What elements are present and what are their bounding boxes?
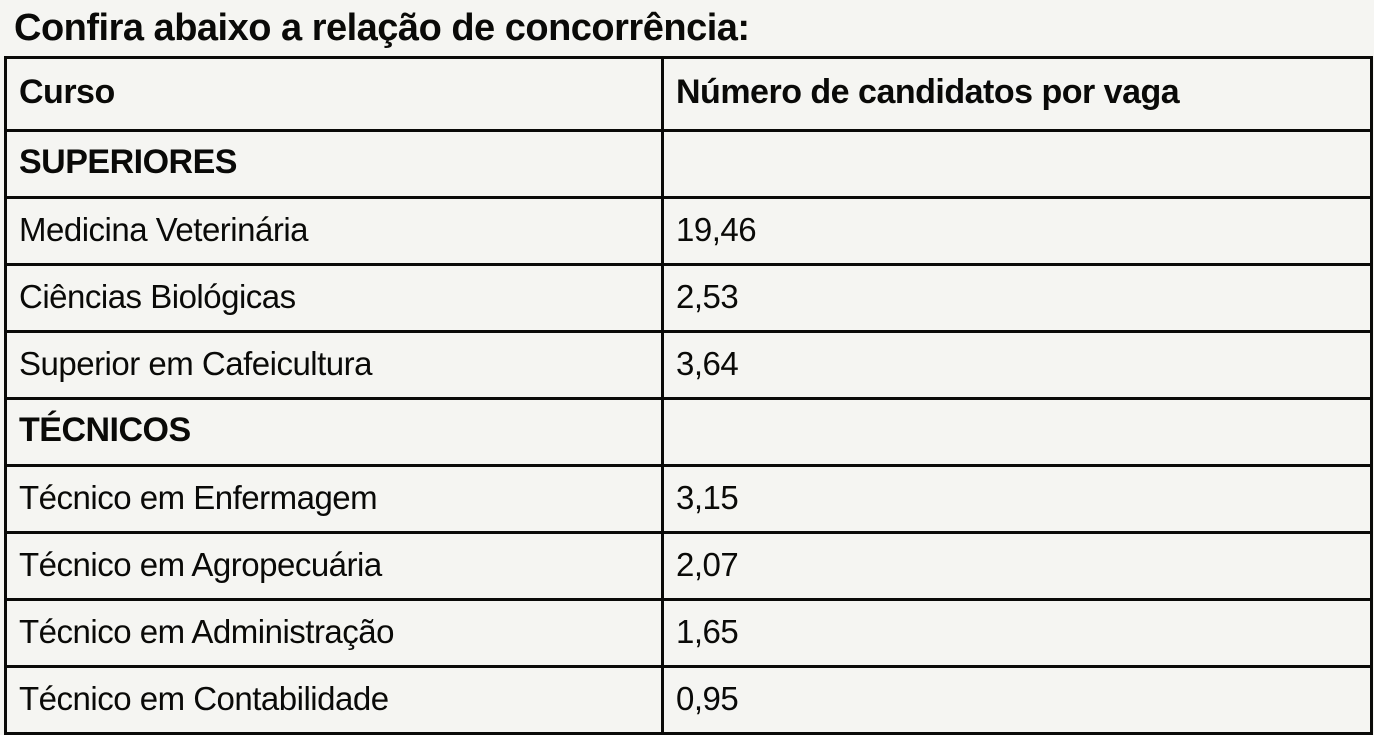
header-curso: Curso [4,55,664,132]
course-ratio: 2,53 [661,262,1373,333]
table-row: Técnico em Enfermagem 3,15 [4,463,1373,534]
course-ratio: 3,64 [661,329,1373,400]
table-row: Técnico em Agropecuária 2,07 [4,530,1373,601]
table-row: Técnico em Administração 1,65 [4,597,1373,668]
course-ratio: 19,46 [661,195,1373,266]
table-row: Superior em Cafeicultura 3,64 [4,329,1373,400]
section-label: SUPERIORES [4,128,664,199]
page: Confira abaixo a relação de concorrência… [4,7,1373,735]
course-ratio: 3,15 [661,463,1373,534]
course-ratio: 0,95 [661,664,1373,735]
table-section-row: TÉCNICOS [4,396,1373,467]
course-name: Superior em Cafeicultura [4,329,664,400]
course-name: Técnico em Enfermagem [4,463,664,534]
course-name: Técnico em Agropecuária [4,530,664,601]
course-name: Técnico em Administração [4,597,664,668]
page-title: Confira abaixo a relação de concorrência… [14,7,750,49]
table-row: Medicina Veterinária 19,46 [4,195,1373,266]
course-ratio: 1,65 [661,597,1373,668]
table-row: Ciências Biológicas 2,53 [4,262,1373,333]
section-label: TÉCNICOS [4,396,664,467]
section-value-empty [661,128,1373,199]
table-header-row: Curso Número de candidatos por vaga [4,55,1373,132]
course-name: Técnico em Contabilidade [4,664,664,735]
course-name: Ciências Biológicas [4,262,664,333]
course-ratio: 2,07 [661,530,1373,601]
section-value-empty [661,396,1373,467]
table-section-row: SUPERIORES [4,128,1373,199]
header-candidatos-por-vaga: Número de candidatos por vaga [661,55,1373,132]
table-row: Técnico em Contabilidade 0,95 [4,664,1373,735]
concurrence-table: Curso Número de candidatos por vaga SUPE… [4,55,1373,735]
course-name: Medicina Veterinária [4,195,664,266]
